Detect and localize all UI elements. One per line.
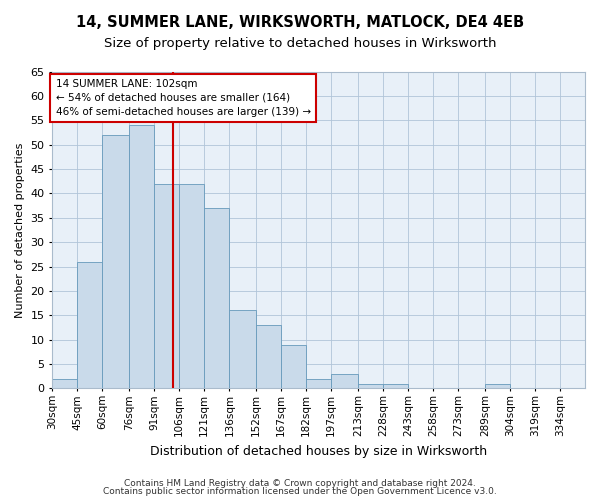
Bar xyxy=(179,184,204,388)
Bar xyxy=(256,325,281,388)
Text: Size of property relative to detached houses in Wirksworth: Size of property relative to detached ho… xyxy=(104,38,496,51)
Bar xyxy=(229,310,256,388)
Bar xyxy=(281,344,306,389)
Bar xyxy=(358,384,383,388)
Bar xyxy=(485,384,510,388)
Bar xyxy=(306,378,331,388)
Bar xyxy=(154,184,179,388)
Text: Contains public sector information licensed under the Open Government Licence v3: Contains public sector information licen… xyxy=(103,487,497,496)
Bar xyxy=(129,125,154,388)
X-axis label: Distribution of detached houses by size in Wirksworth: Distribution of detached houses by size … xyxy=(150,444,487,458)
Text: 14 SUMMER LANE: 102sqm
← 54% of detached houses are smaller (164)
46% of semi-de: 14 SUMMER LANE: 102sqm ← 54% of detached… xyxy=(56,79,311,117)
Text: 14, SUMMER LANE, WIRKSWORTH, MATLOCK, DE4 4EB: 14, SUMMER LANE, WIRKSWORTH, MATLOCK, DE… xyxy=(76,15,524,30)
Bar xyxy=(52,378,77,388)
Bar xyxy=(204,208,229,388)
Bar xyxy=(77,262,103,388)
Bar xyxy=(103,135,129,388)
Text: Contains HM Land Registry data © Crown copyright and database right 2024.: Contains HM Land Registry data © Crown c… xyxy=(124,478,476,488)
Bar xyxy=(331,374,358,388)
Bar xyxy=(383,384,408,388)
Y-axis label: Number of detached properties: Number of detached properties xyxy=(15,142,25,318)
